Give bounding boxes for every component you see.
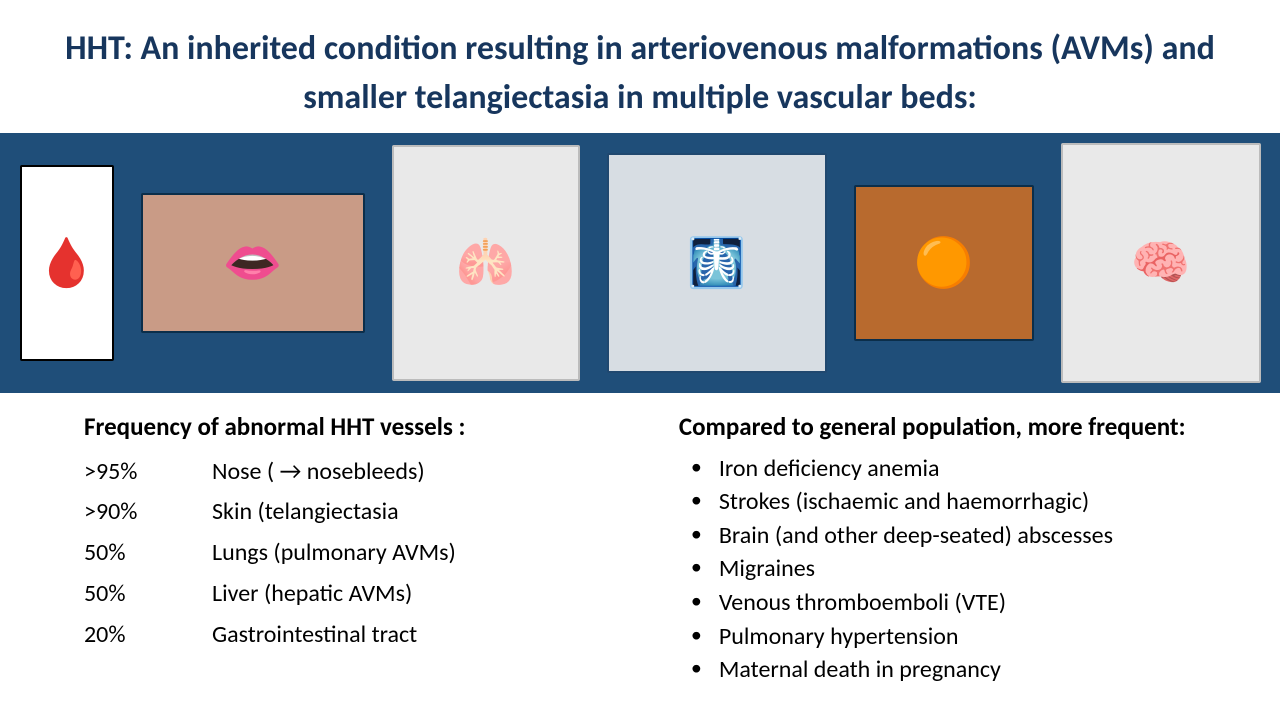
frequency-label: Gastrointestinal tract [212, 615, 639, 656]
image-band: 🩸👄🫁🩻🟠🧠 [0, 133, 1280, 393]
frequency-label: Nose ( → nosebleeds) [212, 452, 639, 493]
compared-item: Brain (and other deep-seated) abscesses [679, 519, 1240, 553]
frequency-heading: Frequency of abnormal HHT vessels : [84, 411, 639, 442]
frequency-label: Lungs (pulmonary AVMs) [212, 533, 639, 574]
compared-item: Iron deficiency anemia [679, 452, 1240, 486]
nosebleed-cartoon: 🩸 [20, 165, 114, 361]
compared-list: Iron deficiency anemiaStrokes (ischaemic… [679, 452, 1240, 687]
pulmonary-avm-angiogram: 🫁 [392, 145, 580, 381]
cerebral-avm-angiogram: 🧠 [1061, 143, 1261, 383]
frequency-rows: >95%Nose ( → nosebleeds)>90%Skin (telang… [84, 452, 639, 656]
frequency-row: 50%Lungs (pulmonary AVMs) [84, 533, 639, 574]
frequency-label: Skin (telangiectasia [212, 492, 639, 533]
slide-title: HHT: An inherited condition resulting in… [0, 0, 1280, 133]
content-columns: Frequency of abnormal HHT vessels : >95%… [0, 393, 1280, 687]
frequency-label: Liver (hepatic AVMs) [212, 574, 639, 615]
frequency-row: 50%Liver (hepatic AVMs) [84, 574, 639, 615]
compared-item: Maternal death in pregnancy [679, 653, 1240, 687]
frequency-column: Frequency of abnormal HHT vessels : >95%… [84, 411, 639, 687]
lips-telangiectasia-photo: 👄 [141, 193, 365, 333]
compared-heading: Compared to general population, more fre… [679, 411, 1240, 442]
frequency-row: >95%Nose ( → nosebleeds) [84, 452, 639, 493]
frequency-pct: >90% [84, 492, 212, 533]
gi-endoscopy-photo: 🟠 [854, 185, 1034, 341]
compared-item: Pulmonary hypertension [679, 620, 1240, 654]
frequency-pct: 50% [84, 574, 212, 615]
compared-item: Strokes (ischaemic and haemorrhagic) [679, 485, 1240, 519]
slide: HHT: An inherited condition resulting in… [0, 0, 1280, 720]
frequency-pct: 50% [84, 533, 212, 574]
compared-item: Venous thromboemboli (VTE) [679, 586, 1240, 620]
frequency-pct: >95% [84, 452, 212, 493]
compared-item: Migraines [679, 552, 1240, 586]
compared-column: Compared to general population, more fre… [679, 411, 1240, 687]
frequency-row: >90%Skin (telangiectasia [84, 492, 639, 533]
hepatic-avm-angiogram: 🩻 [607, 153, 827, 373]
frequency-pct: 20% [84, 615, 212, 656]
frequency-row: 20%Gastrointestinal tract [84, 615, 639, 656]
